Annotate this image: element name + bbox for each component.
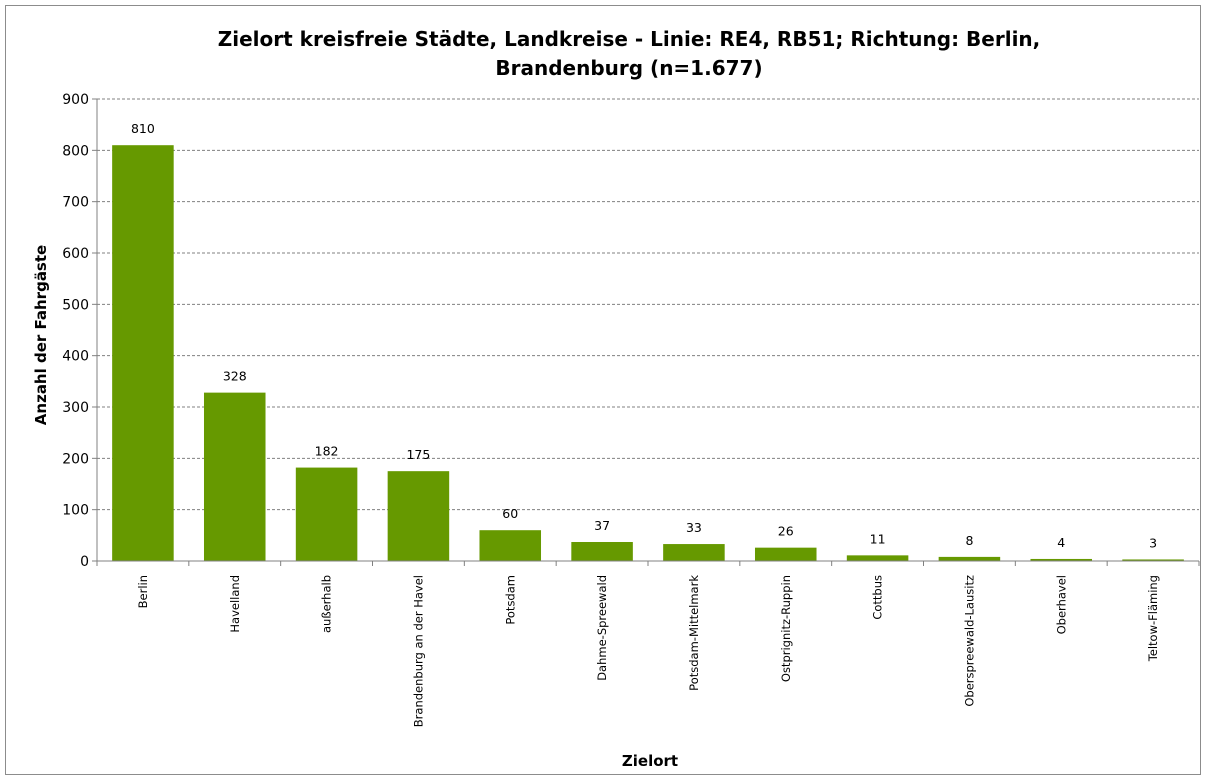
bar [846,555,909,561]
data-label: 182 [315,444,339,459]
bar [571,542,633,561]
bar [387,471,450,561]
y-tick-label: 300 [62,400,89,416]
data-label: 175 [406,447,430,462]
data-label: 810 [131,121,155,136]
x-tick-label: Oberspreewald-Lausitz [962,575,976,707]
y-tick-label: 0 [80,554,89,570]
x-tick-label: Teltow-Fläming [1146,575,1160,662]
y-tick-label: 200 [62,451,89,467]
axes [92,99,1199,562]
x-tick-label: Potsdam [503,575,517,625]
data-label: 26 [778,524,794,539]
x-tick-label: Potsdam-Mittelmark [687,575,701,691]
x-tick-label: Ostprignitz-Ruppin [779,575,793,682]
bar [479,530,542,561]
bars [112,145,1184,561]
data-label: 37 [594,518,610,533]
x-tick-label: Oberhavel [1054,575,1068,634]
chart-title-line-2: Brandenburg (n=1.677) [495,56,762,80]
x-tick-label: Havelland [228,575,242,633]
chart-title: Zielort kreisfreie Städte, Landkreise - … [218,27,1041,80]
y-tick-label: 700 [62,195,89,211]
bar [938,556,1001,561]
x-tick-label: außerhalb [320,575,334,633]
y-tick-label: 500 [62,297,89,313]
data-label: 328 [223,369,247,384]
x-tick-label: Berlin [136,575,150,608]
x-tick-label: Cottbus [871,575,885,620]
y-axis-ticks: 0 100 200 300 400 500 600 700 800 900 [62,92,97,570]
data-label: 33 [686,520,702,535]
bar [203,392,266,561]
y-tick-label: 100 [62,503,89,519]
x-tick-label: Brandenburg an der Havel [411,575,425,727]
y-tick-label: 400 [62,349,89,365]
chart-frame: Zielort kreisfreie Städte, Landkreise - … [5,5,1201,775]
bar [663,544,725,561]
bar [112,145,174,561]
data-labels: 810 328 182 175 60 37 33 26 11 8 4 3 [131,121,1157,550]
data-label: 11 [870,531,886,546]
bar-chart: Zielort kreisfreie Städte, Landkreise - … [32,27,1200,770]
x-axis-ticks: Berlin Havelland außerhalb Brandenburg an d… [96,561,1200,727]
chart-title-line-1: Zielort kreisfreie Städte, Landkreise - … [218,27,1041,51]
data-label: 3 [1149,535,1157,550]
y-tick-label: 900 [62,92,89,108]
y-tick-label: 600 [62,246,89,262]
bar [1122,559,1184,561]
y-tick-label: 800 [62,143,89,159]
gridlines [97,98,1199,511]
data-label: 4 [1057,535,1065,550]
data-label: 60 [502,506,518,521]
y-axis-title: Anzahl der Fahrgäste [32,245,50,425]
bar [754,547,817,561]
bar [295,467,358,561]
x-tick-label: Dahme-Spreewald [595,575,609,681]
data-label: 8 [965,533,973,548]
bar [1030,558,1093,561]
x-axis-title: Zielort [622,752,678,770]
